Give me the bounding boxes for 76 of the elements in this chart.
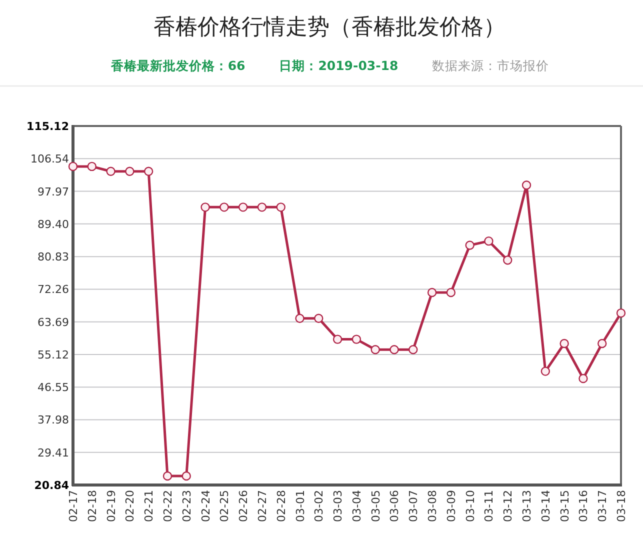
point — [352, 334, 362, 344]
x-tick-label: 03-02 — [312, 490, 326, 522]
x-tick-label: 03-15 — [558, 490, 572, 522]
point — [276, 202, 286, 212]
point — [257, 202, 267, 212]
x-tick-label: 02-28 — [274, 490, 288, 522]
point — [578, 374, 588, 384]
point — [560, 338, 569, 348]
y-tick-label: 29.41 — [38, 446, 69, 460]
x-tick-label: 03-08 — [426, 490, 440, 522]
point — [182, 471, 191, 481]
y-tick-label: 115.12 — [26, 120, 69, 133]
chart-title: 香椿价格行情走势（香椿批发价格） — [154, 15, 506, 40]
x-tick-label: 03-09 — [444, 490, 458, 522]
x-tick-label: 03-05 — [369, 490, 382, 522]
source-note: 数据来源：市场报价 — [432, 58, 550, 73]
x-tick-label: 03-04 — [350, 490, 364, 522]
x-tick-label: 02-20 — [124, 490, 137, 522]
y-tick-label: 89.40 — [38, 218, 69, 231]
point — [427, 288, 437, 298]
x-tick-label: 02-21 — [142, 490, 156, 522]
point — [106, 166, 116, 176]
x-tick-label: 03-11 — [482, 490, 496, 522]
y-tick-label: 72.26 — [38, 283, 69, 296]
point — [314, 314, 324, 323]
point — [220, 202, 229, 212]
x-tick-label: 03-10 — [464, 490, 477, 522]
point — [332, 334, 342, 344]
x-tick-label: 02-22 — [161, 490, 174, 522]
point — [522, 180, 532, 190]
y-tick-label: 46.55 — [38, 381, 69, 394]
point — [370, 344, 380, 354]
point — [200, 202, 210, 212]
y-tick-label: 80.83 — [38, 250, 69, 264]
x-tick-label: 02-27 — [256, 490, 269, 522]
x-tick-label: 02-17 — [67, 490, 80, 522]
y-tick-label: 20.84 — [34, 479, 70, 492]
x-tick-label: 02-18 — [86, 490, 99, 522]
x-tick-label: 02-25 — [218, 490, 232, 522]
x-tick-label: 03-18 — [615, 490, 628, 522]
x-tick-label: 02-19 — [104, 490, 118, 522]
point — [540, 366, 550, 376]
point — [144, 166, 154, 176]
point — [390, 344, 399, 354]
x-tick-label: 02-24 — [199, 490, 212, 522]
x-tick-label: 03-06 — [388, 490, 402, 522]
point — [68, 162, 78, 172]
x-tick-label: 03-13 — [520, 490, 534, 522]
point — [465, 240, 474, 250]
point — [238, 202, 248, 212]
point — [598, 338, 607, 348]
point — [125, 166, 134, 176]
point — [295, 314, 304, 323]
point — [484, 236, 494, 246]
x-tick-label: 03-16 — [577, 490, 590, 522]
point — [446, 288, 456, 298]
point — [87, 162, 96, 172]
y-tick-label: 106.54 — [30, 152, 69, 166]
x-tick-label: 03-07 — [407, 490, 420, 522]
x-tick-label: 02-23 — [180, 490, 194, 522]
point — [162, 471, 172, 481]
x-tick-label: 03-14 — [539, 490, 552, 522]
x-tick-label: 02-26 — [237, 490, 250, 522]
y-tick-label: 63.69 — [38, 316, 69, 329]
text: 日期：2019-03-18 — [279, 58, 398, 73]
point — [408, 344, 418, 354]
point — [616, 308, 626, 318]
text: 香椿最新批发价格：66 — [110, 58, 246, 73]
point — [503, 256, 512, 265]
y-tick-label: 37.98 — [38, 414, 69, 427]
x-tick-label: 03-12 — [502, 490, 515, 522]
x-tick-label: 03-03 — [332, 490, 345, 522]
x-tick-label: 03-17 — [596, 490, 610, 522]
x-tick-label: 03-01 — [294, 490, 307, 522]
y-tick-label: 55.12 — [38, 348, 69, 362]
y-tick-label: 97.97 — [38, 185, 69, 198]
